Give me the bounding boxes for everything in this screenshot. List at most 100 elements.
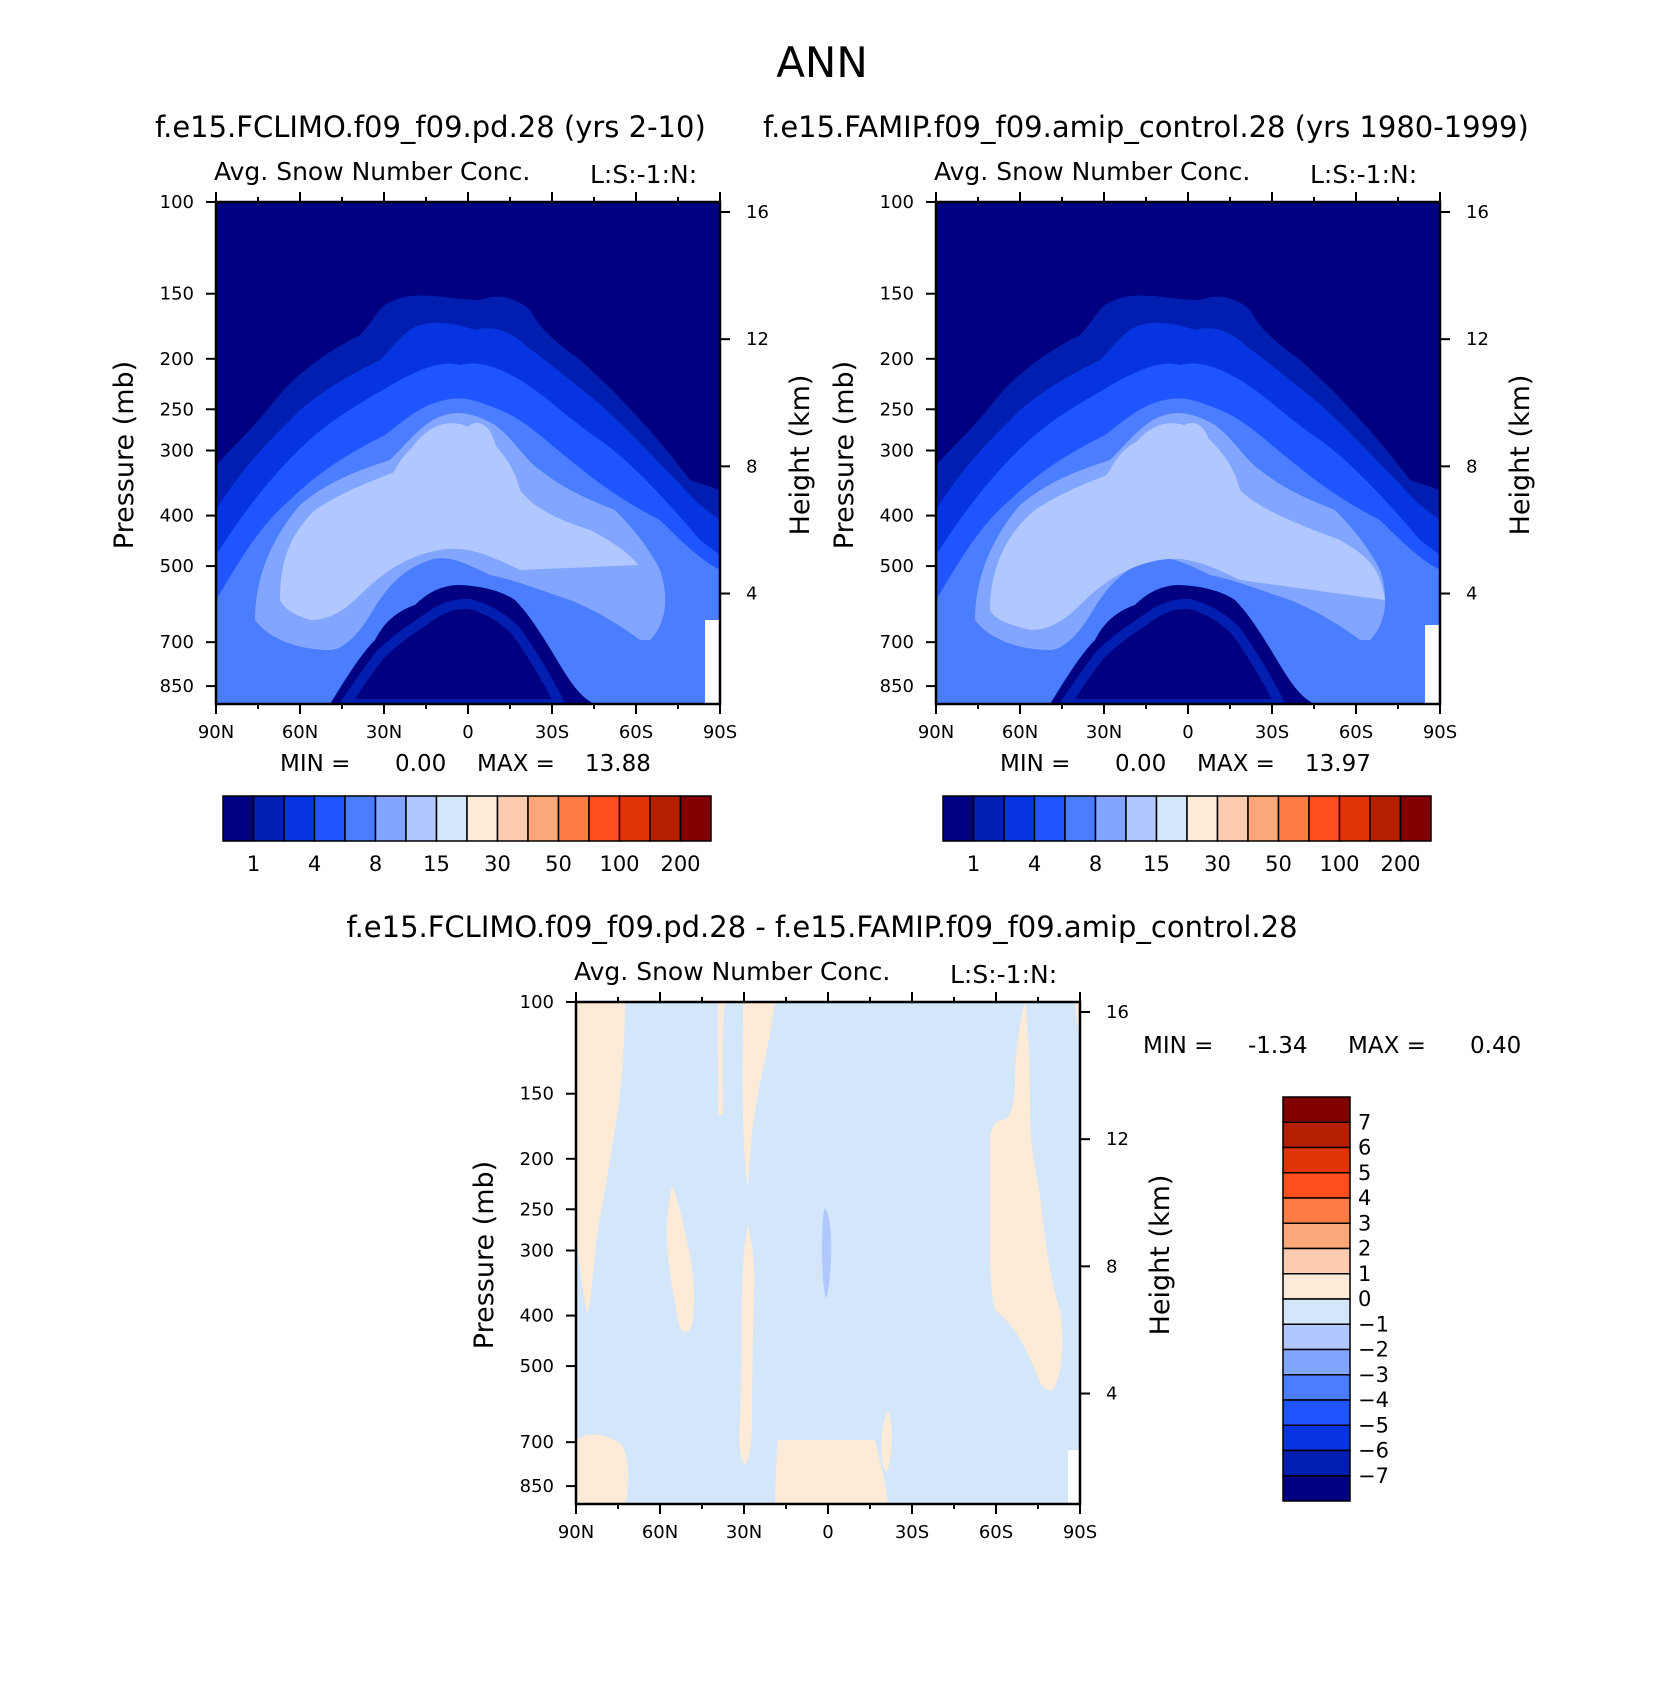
colorbar-swatch <box>1277 795 1310 842</box>
case-contour-level-7 <box>304 423 510 591</box>
y-tick-label: 100 <box>880 192 914 213</box>
colorbar-swatch <box>618 795 651 842</box>
y-tick-label: 100 <box>520 992 554 1013</box>
x-tick-label: 90N <box>198 722 234 743</box>
y2-tick-label: 8 <box>746 456 757 477</box>
y-tick-label: 150 <box>520 1084 554 1105</box>
colorbar-label: 30 <box>1204 852 1231 876</box>
colorbar-swatch <box>313 795 346 842</box>
y-tick-label: 300 <box>520 1241 554 1262</box>
y-tick-label: 400 <box>520 1306 554 1327</box>
colorbar-swatch <box>466 795 499 842</box>
case-y2label: Height (km) <box>785 375 816 536</box>
colorbar-swatch <box>588 795 621 842</box>
x-tick-label: 90S <box>1063 1522 1097 1543</box>
colorbar-swatch <box>1094 795 1127 842</box>
colorbar-label: 1 <box>1358 1262 1371 1286</box>
colorbar-swatch <box>1282 1424 1351 1452</box>
colorbar-swatch <box>374 795 407 842</box>
colorbar-swatch <box>1338 795 1371 842</box>
colorbar-label: 6 <box>1358 1136 1371 1160</box>
colorbar-swatch <box>1064 795 1097 842</box>
x-tick-label: 30N <box>366 722 402 743</box>
y2-tick-label: 16 <box>746 202 769 223</box>
x-tick-label: 90S <box>703 722 737 743</box>
colorbar-swatch <box>1216 795 1249 842</box>
colorbar-swatch <box>527 795 560 842</box>
case-ticks: 90N 60N 30N 0 30S 60S 90S 100 150 200 250 300 400 500… <box>160 192 769 743</box>
colorbar-label: 1 <box>247 852 260 876</box>
control-min-label: MIN = <box>1000 751 1070 777</box>
colorbar-label: 200 <box>660 852 700 876</box>
y2-tick-label: 4 <box>1466 584 1477 605</box>
control-min-value: 0.00 <box>1115 751 1166 777</box>
colorbar-swatch <box>942 795 975 842</box>
colorbar-label: 8 <box>369 852 382 876</box>
y-tick-label: 300 <box>160 441 194 462</box>
y2-tick-label: 4 <box>746 584 757 605</box>
colorbar-swatch <box>679 795 712 842</box>
diff-min-value: -1.34 <box>1248 1033 1308 1059</box>
y2-tick-label: 12 <box>1466 329 1489 350</box>
case-ylabel: Pressure (mb) <box>109 361 140 549</box>
colorbar-swatch <box>496 795 529 842</box>
case-deep-interior <box>330 585 595 704</box>
colorbar-label: 4 <box>1358 1186 1371 1210</box>
diff-positive-region <box>576 1434 629 1504</box>
case-colorbar: 1 4 8 15 30 50 100 200 <box>222 795 712 876</box>
x-tick-label: 60N <box>282 722 318 743</box>
control-colorbar: 1 4 8 15 30 50 100 200 <box>942 795 1432 876</box>
colorbar-label: 1 <box>967 852 980 876</box>
case-subtitle: Avg. Snow Number Conc. <box>214 157 530 186</box>
colorbar-swatch <box>1282 1399 1351 1426</box>
diff-contour-fill <box>576 1002 1080 1504</box>
y-tick-label: 200 <box>520 1149 554 1170</box>
diff-missing-data <box>1068 1450 1080 1504</box>
control-max-label: MAX = <box>1197 751 1275 777</box>
colorbar-swatch <box>344 795 377 842</box>
colorbar-label: 5 <box>1358 1161 1371 1185</box>
diff-title: f.e15.FCLIMO.f09_f09.pd.28 - f.e15.FAMIP… <box>346 910 1297 944</box>
colorbar-swatch <box>1369 795 1402 842</box>
diff-positive-region <box>742 1002 775 1185</box>
x-tick-label: 0 <box>1182 722 1193 743</box>
colorbar-swatch <box>1125 795 1158 842</box>
diff-subtitle: Avg. Snow Number Conc. <box>574 957 890 986</box>
colorbar-label: 15 <box>1143 852 1170 876</box>
colorbar-swatch <box>405 795 438 842</box>
colorbar-label: −1 <box>1358 1312 1389 1336</box>
diff-positive-region <box>775 1440 888 1504</box>
control-max-value: 13.97 <box>1305 751 1371 777</box>
y2-tick-label: 12 <box>746 329 769 350</box>
y-tick-label: 250 <box>880 399 914 420</box>
colorbar-swatch <box>1282 1172 1351 1199</box>
colorbar-swatch <box>1282 1146 1351 1174</box>
y-tick-label: 150 <box>160 284 194 305</box>
case-units: L:S:-1:N: <box>590 160 697 189</box>
colorbar-swatch <box>1282 1273 1351 1300</box>
colorbar-label: 3 <box>1358 1211 1371 1235</box>
colorbar-label: 100 <box>599 852 639 876</box>
y2-tick-label: 16 <box>1466 202 1489 223</box>
y2-tick-label: 16 <box>1106 1002 1129 1023</box>
diff-positive-region <box>717 1002 725 1115</box>
colorbar-swatch <box>1003 795 1036 842</box>
diff-ticks: 90N 60N 30N 0 30S 60S 90S 100 150 200 250 300 400 500… <box>520 992 1129 1543</box>
colorbar-swatch <box>1308 795 1341 842</box>
case-min-value: 0.00 <box>395 751 446 777</box>
control-deep-interior <box>1050 585 1315 704</box>
y2-tick-label: 8 <box>1106 1256 1117 1277</box>
colorbar-swatch <box>1282 1121 1351 1149</box>
colorbar-swatch <box>1282 1348 1351 1376</box>
x-tick-label: 90N <box>558 1522 594 1543</box>
y-tick-label: 300 <box>880 441 914 462</box>
diff-max-value: 0.40 <box>1470 1033 1521 1059</box>
y-tick-label: 500 <box>160 556 194 577</box>
y-tick-label: 400 <box>160 506 194 527</box>
x-tick-label: 0 <box>822 1522 833 1543</box>
x-tick-label: 30N <box>726 1522 762 1543</box>
diff-positive-region <box>576 1002 625 1312</box>
control-y2label: Height (km) <box>1505 375 1536 536</box>
